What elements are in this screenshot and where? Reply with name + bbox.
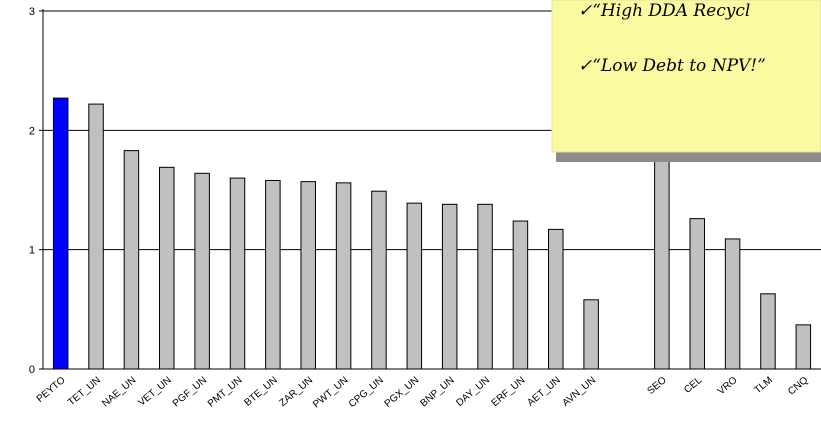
bar-pmt-un xyxy=(229,177,246,370)
bar-vet-un xyxy=(159,166,175,370)
x-tick-label: BTE_UN xyxy=(242,375,279,409)
x-tick-label: NAE_UN xyxy=(100,375,138,410)
y-tick-label: 2 xyxy=(29,125,35,137)
x-tick-label: PGF_UN xyxy=(171,375,209,409)
sticky-note-body xyxy=(551,0,821,153)
bar-seo xyxy=(654,147,670,370)
bar-erf-un xyxy=(512,220,529,370)
bar-pgf-un xyxy=(194,172,210,370)
x-tick-label: PEYTO xyxy=(35,375,68,405)
bar-bnp-un xyxy=(441,203,458,370)
y-tick-label: 3 xyxy=(29,6,35,18)
y-tick-label: 0 xyxy=(29,364,35,376)
bar-aet-un xyxy=(548,228,564,370)
bar-tlm xyxy=(760,293,776,370)
x-tick-label: AVN_UN xyxy=(560,375,598,409)
x-axis-ticks: PEYTOTET_UNNAE_UNVET_UNPGF_UNPMT_UNBTE_U… xyxy=(35,375,811,411)
bar-cpg-un xyxy=(371,190,387,370)
x-tick-label: ERF_UN xyxy=(490,375,528,409)
bar-avn-un xyxy=(583,299,599,370)
x-tick-label: PWT_UN xyxy=(311,375,350,411)
y-axis-ticks: 0 1 2 3 xyxy=(29,6,43,376)
bar-nae-un xyxy=(123,150,140,370)
x-tick-label: ZAR_UN xyxy=(277,375,315,409)
x-tick-label: CNQ xyxy=(786,375,810,398)
x-tick-label: CEL xyxy=(682,375,704,396)
bar-pgx-un xyxy=(406,202,423,370)
x-tick-label: VRO xyxy=(716,375,740,397)
bar-cel xyxy=(689,218,705,370)
sticky-note: ✓“High DDA Recycl ✓“Low Debt to NPV!” xyxy=(551,0,821,162)
bars xyxy=(52,97,812,370)
x-tick-label: DAY_UN xyxy=(454,375,492,409)
bar-peyto xyxy=(52,97,69,370)
bar-vro xyxy=(724,238,741,370)
y-tick-label: 1 xyxy=(29,245,35,257)
x-tick-label: TLM xyxy=(752,375,774,396)
bar-bte-un xyxy=(265,179,281,370)
x-tick-label: BNP_UN xyxy=(418,375,456,410)
bar-zar-un xyxy=(300,181,316,370)
x-tick-label: SEO xyxy=(646,375,669,397)
x-tick-label: PMT_UN xyxy=(206,375,245,410)
sticky-note-line-1: ✓“High DDA Recycl xyxy=(578,1,750,21)
x-tick-label: TET_UN xyxy=(66,375,103,408)
x-tick-label: CPG_UN xyxy=(347,375,386,410)
bar-cnq xyxy=(795,324,812,370)
bar-tet-un xyxy=(88,103,104,370)
x-tick-label: AET_UN xyxy=(525,375,562,409)
x-tick-label: VET_UN xyxy=(136,375,173,409)
x-tick-label: PGX_UN xyxy=(383,375,422,410)
bar-day-un xyxy=(477,203,493,370)
bar-pwt-un xyxy=(335,182,352,370)
sticky-note-line-2: ✓“Low Debt to NPV!” xyxy=(578,56,766,76)
